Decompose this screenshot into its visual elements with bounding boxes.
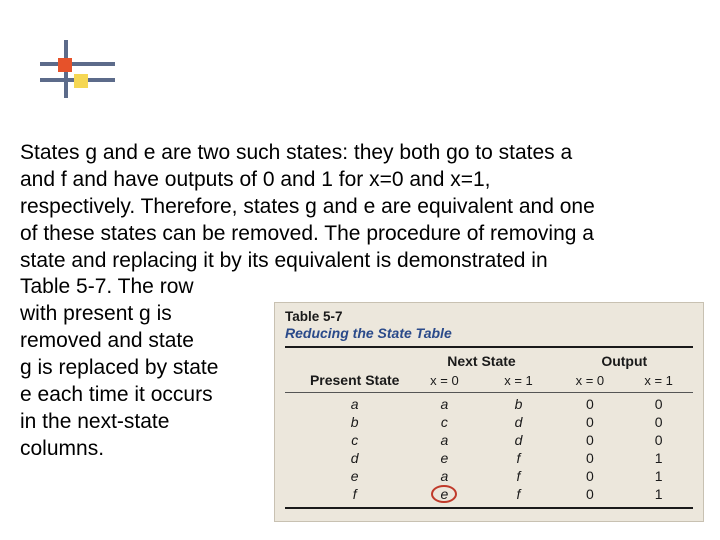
cell-o0: 0	[556, 449, 625, 467]
cell-ns1: f	[481, 485, 555, 503]
cell-o1: 0	[624, 395, 693, 413]
para-line: e each time it occurs	[20, 382, 255, 409]
para-line: removed and state	[20, 328, 255, 355]
rule	[285, 507, 693, 509]
state-table: Table 5-7 Reducing the State Table Prese…	[274, 302, 704, 522]
cell-ns1: d	[481, 413, 555, 431]
cell-present: f	[285, 485, 407, 503]
para-line: and f and have outputs of 0 and 1 for x=…	[20, 167, 700, 194]
cell-o0: 0	[556, 431, 625, 449]
cell-o0: 0	[556, 413, 625, 431]
cell-ns1: d	[481, 431, 555, 449]
cell-o1: 1	[624, 449, 693, 467]
col-output: Output	[556, 351, 693, 371]
cell-present: c	[285, 431, 407, 449]
table-title: Reducing the State Table	[285, 325, 693, 341]
para-line: Table 5-7. The row	[20, 274, 255, 301]
para-line: of these states can be removed. The proc…	[20, 221, 700, 248]
cell-ns0: a	[407, 467, 481, 485]
para-line: with present g is	[20, 301, 255, 328]
para-line: g is replaced by state	[20, 355, 255, 382]
table-number: Table 5-7	[285, 309, 693, 324]
cell-ns1: f	[481, 449, 555, 467]
col-present: Present State	[285, 351, 407, 390]
table-row: aab00	[285, 395, 693, 413]
cell-present: b	[285, 413, 407, 431]
cell-o1: 1	[624, 485, 693, 503]
cell-o1: 0	[624, 431, 693, 449]
cell-o1: 0	[624, 413, 693, 431]
cell-o0: 0	[556, 467, 625, 485]
rule	[285, 346, 693, 348]
para-line: columns.	[20, 436, 255, 463]
circle-annotation	[431, 485, 457, 503]
cell-o1: 1	[624, 467, 693, 485]
table-grid: Present State Next State Output x = 0 x …	[285, 351, 693, 503]
para-line: in the next-state	[20, 409, 255, 436]
cell-present: a	[285, 395, 407, 413]
cell-present: e	[285, 467, 407, 485]
cell-present: d	[285, 449, 407, 467]
col-next: Next State	[407, 351, 555, 371]
table-row: fef01	[285, 485, 693, 503]
cell-ns0: a	[407, 395, 481, 413]
col-x0: x = 0	[407, 371, 481, 390]
header-row-1: Present State Next State Output	[285, 351, 693, 371]
cell-o0: 0	[556, 395, 625, 413]
col-x1: x = 1	[481, 371, 555, 390]
cell-ns0: c	[407, 413, 481, 431]
col-x0: x = 0	[556, 371, 625, 390]
slide-bullet-decoration	[40, 40, 120, 100]
para-line: respectively. Therefore, states g and e …	[20, 194, 700, 221]
cell-ns1: f	[481, 467, 555, 485]
cell-ns0: e	[407, 449, 481, 467]
para-line: States g and e are two such states: they…	[20, 140, 700, 167]
col-x1: x = 1	[624, 371, 693, 390]
cell-o0: 0	[556, 485, 625, 503]
table-row: def01	[285, 449, 693, 467]
cell-ns0: e	[407, 485, 481, 503]
table-row: cad00	[285, 431, 693, 449]
cell-ns0: a	[407, 431, 481, 449]
table-row: bcd00	[285, 413, 693, 431]
table-row: eaf01	[285, 467, 693, 485]
cell-ns1: b	[481, 395, 555, 413]
para-line: state and replacing it by its equivalent…	[20, 248, 700, 275]
